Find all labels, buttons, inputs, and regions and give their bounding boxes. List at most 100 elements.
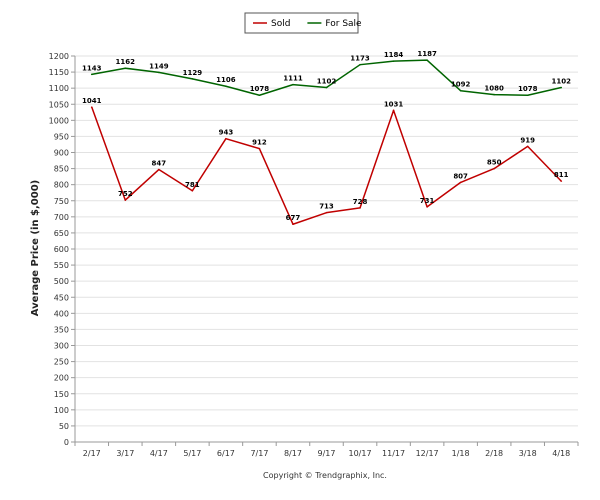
data-labels: 1041 752 847 781 943 912 677 713 728 1031 731 807 85… (82, 50, 571, 222)
y-tick-label: 350 (54, 325, 69, 334)
x-tick-label: 7/17 (250, 449, 268, 458)
data-point (359, 63, 361, 66)
data-label: 1102 (317, 78, 337, 86)
legend-entry: For Sale (325, 19, 362, 29)
data-point (124, 67, 127, 70)
y-tick-label: 800 (54, 181, 69, 190)
x-tick-label: 4/17 (150, 449, 168, 458)
data-point (459, 89, 462, 92)
data-label: 811 (554, 171, 569, 179)
y-tick-label: 900 (54, 149, 69, 158)
series-lines (90, 59, 563, 226)
legend-box (244, 12, 359, 34)
y-tick-label: 850 (54, 165, 69, 174)
data-label: 847 (152, 160, 167, 168)
data-label: 807 (453, 172, 468, 180)
data-label: 943 (219, 129, 234, 137)
data-point (90, 73, 93, 76)
y-tick-label: 1050 (49, 100, 69, 109)
y-tick-label: 100 (54, 406, 69, 415)
x-tick-label: 8/17 (284, 449, 302, 458)
data-label: 1187 (417, 50, 437, 58)
y-tick-label: 1200 (49, 52, 69, 61)
y-tick-label: 1100 (49, 84, 69, 93)
data-point (526, 145, 529, 148)
data-point (258, 94, 261, 97)
y-tick-label: 0 (64, 438, 69, 447)
data-point (493, 93, 495, 96)
data-label: 1111 (283, 75, 303, 83)
data-point (292, 83, 294, 86)
grid-lines (75, 55, 578, 443)
y-tick-label: 200 (54, 374, 69, 383)
copyright-text: Copyright © Trendgraphix, Inc. (263, 471, 387, 480)
data-point (493, 167, 495, 170)
x-tick-label: 2/17 (83, 449, 101, 458)
data-label: 731 (420, 197, 435, 205)
y-tick-label: 400 (54, 309, 69, 318)
data-label: 1162 (116, 58, 136, 66)
data-label: 1143 (82, 64, 102, 72)
data-point (258, 147, 261, 150)
data-point (158, 168, 160, 171)
data-point (526, 94, 529, 97)
y-tick-labels: 0 50 100 150 200 250 300 350 400 450 500 550 600 650 7… (49, 52, 69, 447)
y-tick-label: 50 (59, 422, 69, 431)
data-label: 677 (286, 214, 301, 222)
data-point (426, 206, 428, 208)
x-tick-label: 1/18 (452, 449, 470, 458)
axes (71, 55, 579, 446)
x-tick-label: 6/17 (217, 449, 235, 458)
data-label: 713 (319, 203, 334, 211)
y-tick-label: 600 (54, 245, 69, 254)
data-point (392, 60, 395, 62)
data-point (560, 86, 563, 89)
data-label: 1041 (82, 97, 102, 105)
data-point (426, 59, 428, 61)
data-point (325, 211, 328, 214)
x-tick-label: 12/17 (416, 449, 439, 458)
data-label: 1078 (518, 85, 538, 93)
data-point (459, 181, 462, 184)
y-tick-label: 950 (54, 132, 69, 141)
y-axis-label: Average Price (in $,000) (30, 180, 41, 316)
x-tick-label: 5/17 (183, 449, 201, 458)
data-label: 1080 (484, 85, 504, 93)
y-tick-label: 300 (54, 342, 69, 351)
data-point (560, 180, 563, 182)
x-tick-label: 10/17 (349, 449, 372, 458)
y-tick-label: 500 (54, 277, 69, 286)
data-label: 1149 (149, 62, 169, 70)
data-label: 1106 (216, 76, 236, 84)
y-tick-label: 1000 (49, 116, 69, 125)
data-label: 912 (252, 139, 267, 147)
x-tick-label: 11/17 (382, 449, 405, 458)
y-tick-label: 450 (54, 293, 69, 302)
data-label: 1078 (250, 85, 270, 93)
data-label: 850 (487, 159, 502, 167)
data-label: 1092 (451, 81, 471, 89)
data-label: 728 (353, 198, 368, 206)
x-tick-label: 3/17 (116, 449, 134, 458)
y-tick-label: 250 (54, 358, 69, 367)
y-tick-label: 650 (54, 229, 69, 238)
y-tick-label: 1150 (49, 68, 69, 77)
y-tick-label: 150 (54, 390, 69, 399)
legend: Sold For Sale (244, 12, 362, 34)
data-point (124, 199, 127, 201)
data-point (225, 137, 227, 140)
y-tick-label: 550 (54, 261, 69, 270)
data-label: 1031 (384, 100, 404, 108)
data-label: 919 (520, 136, 535, 144)
data-label: 1129 (183, 69, 203, 77)
data-point (191, 78, 194, 80)
data-point (292, 223, 294, 226)
x-tick-label: 2/18 (485, 449, 503, 458)
x-tick-labels: 2/17 3/17 4/17 5/17 6/17 7/17 8/17 9/17 10/17 11/… (83, 449, 570, 458)
data-label: 1184 (384, 51, 404, 59)
data-label: 1102 (551, 78, 571, 86)
x-tick-label: 3/18 (519, 449, 537, 458)
x-tick-label: 9/17 (318, 449, 336, 458)
data-point (158, 71, 160, 74)
